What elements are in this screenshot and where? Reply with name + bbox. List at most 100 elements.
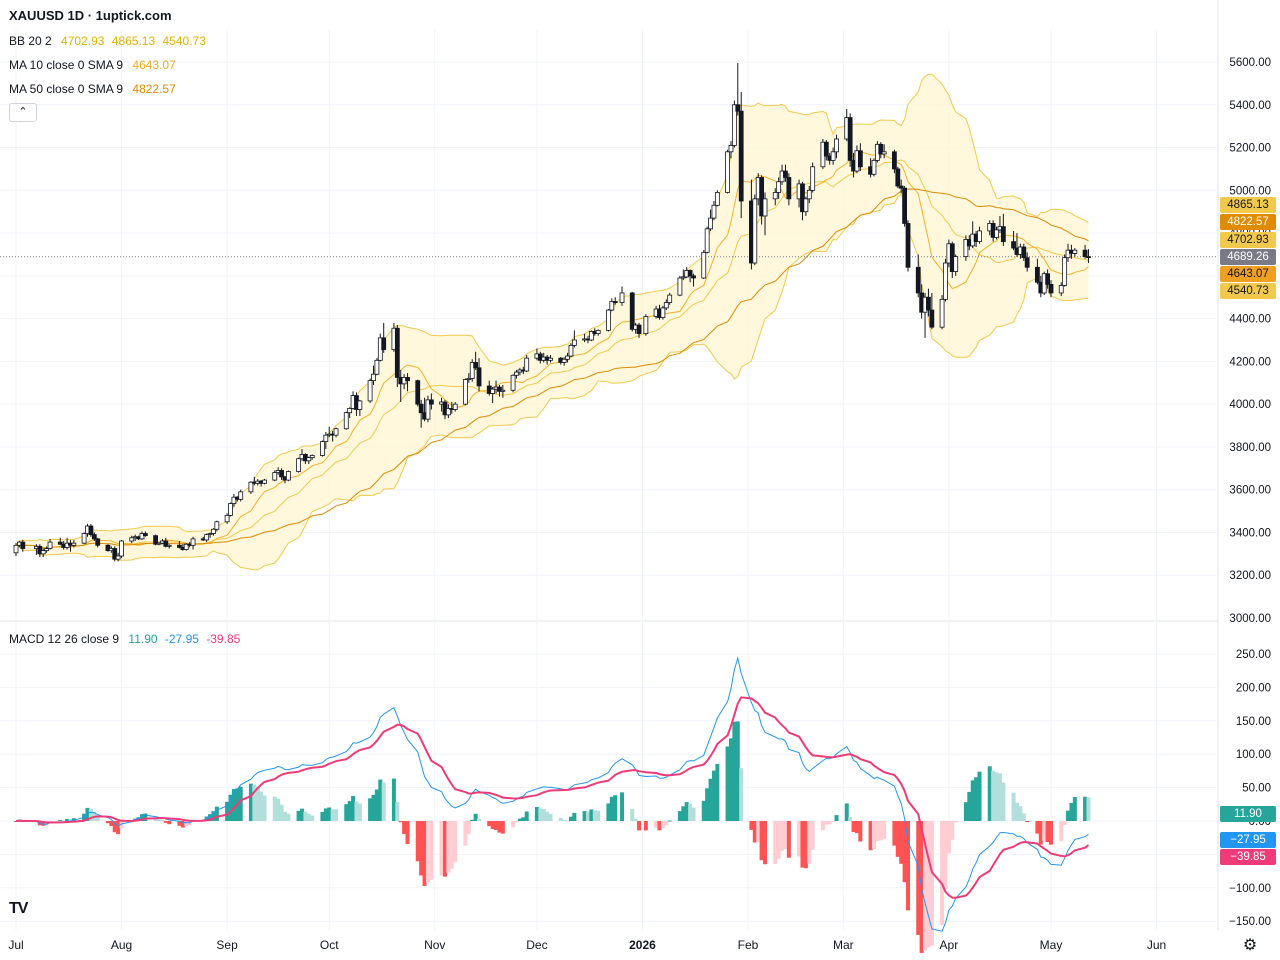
macd-histogram-bar bbox=[701, 800, 706, 821]
macd-tag-line: −27.95 bbox=[1220, 832, 1276, 848]
candle-body bbox=[1048, 283, 1054, 294]
macd-tick-label: 200.00 bbox=[1236, 682, 1271, 694]
bollinger-band-fill bbox=[16, 74, 1089, 570]
macd-histogram-bar bbox=[61, 820, 66, 822]
candle-body bbox=[905, 223, 911, 268]
candle-body bbox=[343, 412, 349, 430]
candle-body bbox=[476, 367, 482, 387]
macd-histogram-bar bbox=[916, 821, 921, 935]
macd-histogram-bar bbox=[41, 821, 46, 826]
candle-body bbox=[759, 177, 765, 217]
macd-histogram-bar bbox=[568, 816, 573, 821]
time-tick-label: Apr bbox=[940, 938, 959, 952]
macd-histogram-bar bbox=[521, 817, 526, 821]
macd-histogram-bar bbox=[660, 821, 665, 829]
macd-histogram-bar bbox=[299, 808, 304, 821]
macd-histogram-bar bbox=[541, 808, 546, 821]
macd-histogram-bar bbox=[347, 801, 352, 821]
candle-body bbox=[752, 198, 758, 264]
macd-histogram-bar bbox=[163, 821, 168, 823]
macd-histogram-bar bbox=[177, 821, 182, 826]
time-tick-label: May bbox=[1040, 938, 1063, 952]
macd-histogram-bar bbox=[773, 821, 778, 864]
candle-body bbox=[381, 337, 387, 351]
macd-histogram-bar bbox=[351, 795, 356, 821]
candle-body bbox=[561, 358, 567, 363]
candle-body bbox=[571, 339, 577, 346]
candle-body bbox=[119, 540, 124, 557]
macd-histogram-bar bbox=[381, 782, 386, 821]
macd-histogram-bar bbox=[950, 821, 955, 840]
legend-ma50-name: MA 50 close 0 SMA 9 bbox=[9, 82, 124, 96]
candle-body bbox=[1065, 249, 1071, 259]
candle-body bbox=[91, 534, 97, 540]
legend-macd-line: -27.95 bbox=[164, 632, 199, 646]
collapse-legend-button[interactable]: ⌃ bbox=[9, 103, 37, 122]
candle-body bbox=[57, 541, 63, 545]
macd-histogram-bar bbox=[548, 813, 553, 821]
macd-histogram-bar bbox=[88, 808, 93, 821]
candle-body bbox=[445, 408, 451, 416]
candle-body bbox=[183, 543, 189, 550]
candle-body bbox=[636, 324, 642, 334]
macd-histogram-bar bbox=[797, 821, 802, 857]
macd-histogram-bar bbox=[68, 819, 73, 821]
macd-histogram-bar bbox=[868, 821, 873, 851]
macd-histogram-bar bbox=[167, 821, 172, 825]
candle-body bbox=[20, 541, 26, 549]
macd-signal-line bbox=[15, 696, 1090, 899]
macd-histogram-bar bbox=[497, 821, 502, 833]
candle-body bbox=[1072, 249, 1078, 254]
candle-body bbox=[629, 292, 635, 330]
macd-histogram-bar bbox=[156, 819, 161, 821]
macd-histogram-bar bbox=[425, 821, 430, 883]
legend-bb-lower: 4540.73 bbox=[162, 34, 206, 48]
macd-tick-label: 50.00 bbox=[1242, 783, 1271, 795]
macd-histogram-bar bbox=[997, 773, 1002, 821]
macd-histogram-bar bbox=[589, 809, 594, 821]
macd-histogram-bar bbox=[943, 821, 948, 890]
candle-body bbox=[606, 309, 611, 331]
candle-body bbox=[595, 329, 601, 334]
candle-body bbox=[166, 544, 172, 547]
candle-body bbox=[452, 403, 458, 410]
macd-histogram-bar bbox=[511, 821, 516, 828]
price-tag-bb-upper: 4865.13 bbox=[1220, 197, 1276, 213]
candle-body bbox=[714, 192, 720, 206]
macd-histogram-bar bbox=[871, 821, 876, 850]
legend-ma10[interactable]: MA 10 close 0 SMA 9 4643.07 bbox=[9, 57, 180, 73]
macd-histogram-bar bbox=[752, 821, 757, 843]
macd-histogram-bar bbox=[446, 821, 451, 873]
candle-body bbox=[806, 189, 812, 200]
candle-body bbox=[105, 544, 111, 552]
candle-body bbox=[473, 362, 479, 369]
macd-histogram-bar bbox=[330, 809, 335, 821]
candle-body bbox=[156, 542, 162, 545]
legend-bb[interactable]: BB 20 2 4702.93 4865.13 4540.73 bbox=[9, 33, 210, 49]
macd-histogram-bar bbox=[858, 821, 863, 842]
gear-icon[interactable]: ⚙ bbox=[1242, 937, 1258, 954]
tradingview-logo-icon[interactable]: TV bbox=[9, 900, 28, 917]
macd-histogram-bar bbox=[398, 821, 403, 823]
price-tick-label: 3000.00 bbox=[1229, 613, 1271, 625]
macd-histogram-bar bbox=[1059, 821, 1064, 842]
macd-histogram-bar bbox=[953, 821, 958, 823]
time-tick-label: Nov bbox=[424, 938, 445, 952]
macd-histogram-bar bbox=[323, 808, 328, 821]
macd-histogram-bar bbox=[739, 768, 744, 821]
legend-ma50[interactable]: MA 50 close 0 SMA 9 4822.57 bbox=[9, 81, 180, 97]
legend-macd[interactable]: MACD 12 26 close 9 11.90 -27.95 -39.85 bbox=[9, 631, 244, 647]
macd-histogram-bar bbox=[1066, 810, 1071, 821]
macd-histogram-bar bbox=[395, 801, 400, 821]
chevron-up-icon: ⌃ bbox=[18, 106, 28, 118]
macd-tick-label: −150.00 bbox=[1229, 916, 1271, 928]
time-tick-label: Aug bbox=[111, 938, 132, 952]
macd-histogram-bar bbox=[1021, 813, 1026, 821]
legend-macd-name: MACD 12 26 close 9 bbox=[9, 632, 120, 646]
candle-body bbox=[871, 159, 877, 175]
candle-body bbox=[40, 550, 46, 555]
candle-body bbox=[612, 301, 618, 303]
macd-histogram-bar bbox=[654, 821, 659, 828]
candle-body bbox=[238, 491, 244, 500]
